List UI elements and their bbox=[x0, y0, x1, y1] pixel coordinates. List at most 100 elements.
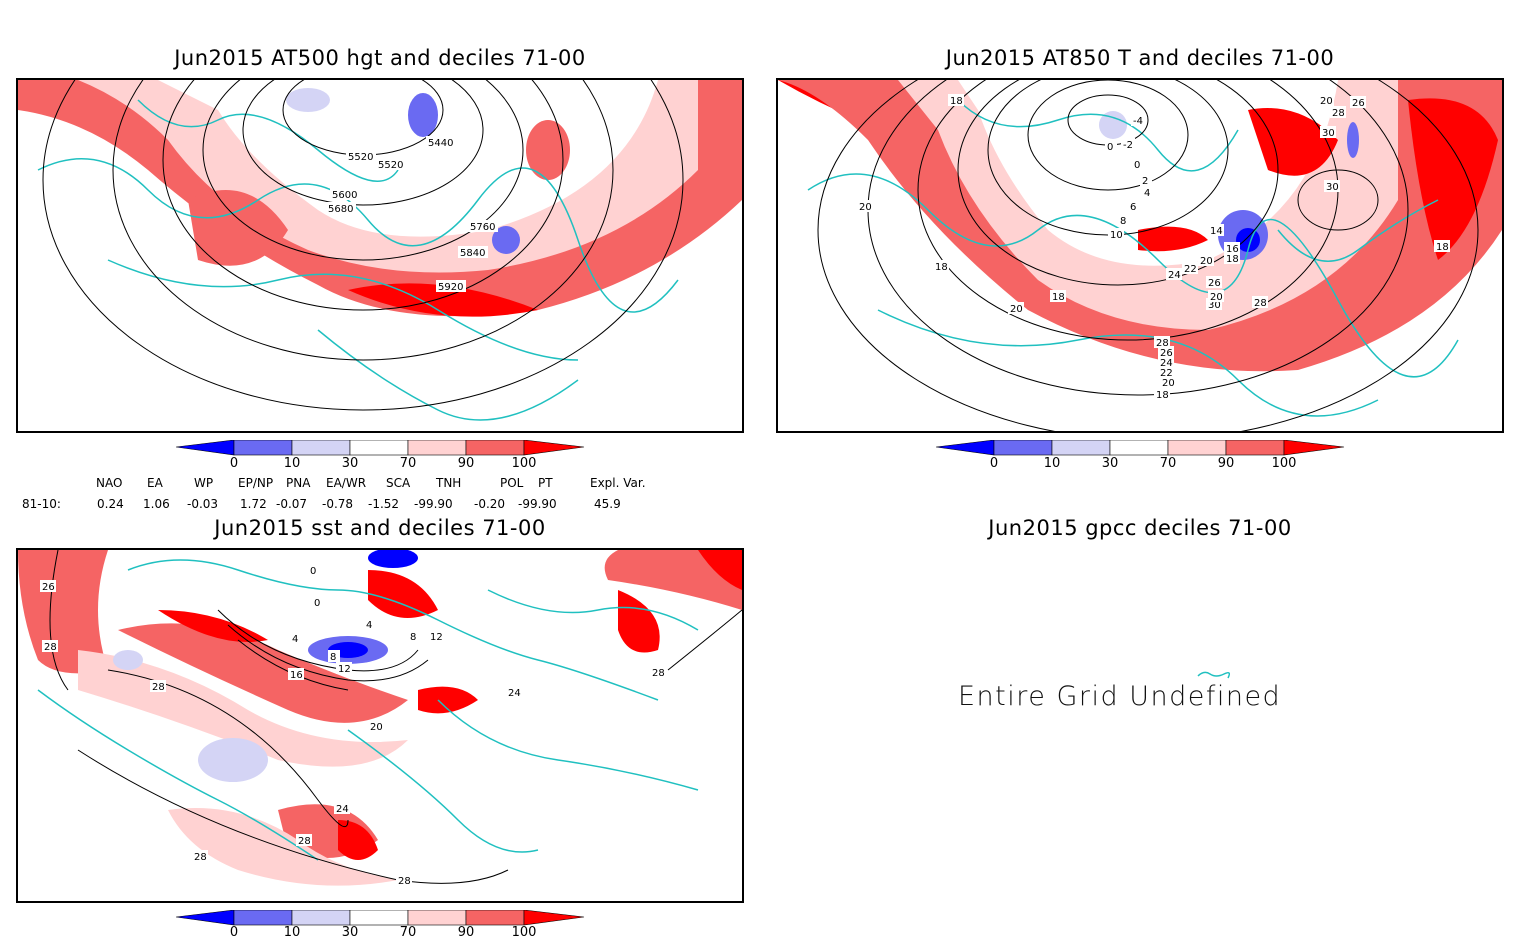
index-header: POL bbox=[500, 476, 524, 490]
contour-label: 26 bbox=[1352, 98, 1365, 109]
index-value: -99.90 bbox=[414, 497, 453, 511]
contour-label: 24 bbox=[336, 804, 349, 815]
contour-label: 28 bbox=[298, 836, 311, 847]
contour-label: 20 bbox=[859, 202, 872, 213]
contour-label: 0 bbox=[314, 598, 320, 609]
contour-label: 22 bbox=[1184, 264, 1197, 275]
index-header: Expl. Var. bbox=[590, 476, 646, 490]
index-header: EA/WR bbox=[326, 476, 367, 490]
contour-label: 20 bbox=[1010, 304, 1023, 315]
contour-label: 28 bbox=[152, 682, 165, 693]
contour-label: 5760 bbox=[470, 222, 495, 233]
contour-label: 22 bbox=[1160, 368, 1173, 379]
panel-title-t850: Jun2015 AT850 T and deciles 71-00 bbox=[945, 46, 1335, 70]
colorbar-hgt: 0 10 30 70 90 100 bbox=[175, 439, 586, 474]
contour-label: 18 bbox=[1436, 242, 1449, 253]
contour-label: 20 bbox=[1210, 292, 1223, 303]
contour-label: 28 bbox=[1254, 298, 1267, 309]
contour-label: 24 bbox=[508, 688, 521, 699]
index-row-label: 81-10: bbox=[22, 497, 61, 511]
index-value: 1.72 bbox=[240, 497, 267, 511]
contour-label: 18 bbox=[1226, 254, 1239, 265]
colorbar-label: 30 bbox=[1101, 456, 1119, 471]
map-sst: 28 28 0 0 4 4 8 8 12 12 16 20 24 24 28 2… bbox=[18, 550, 742, 887]
colorbar-label: 90 bbox=[457, 925, 475, 940]
contour-label: 12 bbox=[338, 664, 351, 675]
contour-label: 26 bbox=[1160, 348, 1173, 359]
contour-label: 26 bbox=[42, 582, 55, 593]
index-header: PT bbox=[538, 476, 553, 490]
contour-label: 18 bbox=[1156, 390, 1169, 401]
contour-label: 4 bbox=[292, 634, 298, 645]
colorbar-label: 10 bbox=[283, 925, 301, 940]
index-value: -0.78 bbox=[322, 497, 354, 511]
colorbar-label: 10 bbox=[1043, 456, 1061, 471]
contour-label: 0 bbox=[310, 566, 316, 577]
contour-label: 14 bbox=[1210, 226, 1223, 237]
coastlines-hgt bbox=[37, 99, 679, 421]
colorbar-sst: 0 10 30 70 90 100 bbox=[175, 909, 586, 940]
map-panel-t850: 20 18 -4 0 -2 0 2 4 6 8 10 14 16 18 20 2… bbox=[776, 78, 1504, 433]
index-value: -1.52 bbox=[368, 497, 400, 511]
map-hgt: 5440 5520 5520 5600 5680 5760 5840 5920 bbox=[18, 80, 742, 421]
colorbar-label: 0 bbox=[229, 925, 239, 940]
contour-label: 5440 bbox=[428, 138, 453, 149]
contour-label: 20 bbox=[1200, 256, 1213, 267]
colorbar-label: 70 bbox=[1159, 456, 1177, 471]
panel-title-sst: Jun2015 sst and deciles 71-00 bbox=[214, 516, 546, 540]
contour-label: 4 bbox=[1144, 188, 1150, 199]
colorbar-t850: 0 10 30 70 90 100 bbox=[935, 439, 1346, 474]
contour-label: 26 bbox=[1208, 278, 1221, 289]
contour-label: 28 bbox=[44, 642, 57, 653]
index-header: NAO bbox=[96, 476, 123, 490]
contour-label: 24 bbox=[1160, 358, 1173, 369]
contour-label: 5600 bbox=[332, 190, 357, 201]
colorbar-label: 0 bbox=[989, 456, 999, 471]
contour-label: 18 bbox=[935, 262, 948, 273]
index-header: SCA bbox=[386, 476, 411, 490]
colorbar-swatches bbox=[935, 439, 1345, 456]
map-panel-sst: 28 28 0 0 4 4 8 8 12 12 16 20 24 24 28 2… bbox=[16, 548, 744, 903]
contour-label: 28 bbox=[1156, 338, 1169, 349]
contour-label: 12 bbox=[430, 632, 443, 643]
contour-label: 8 bbox=[1120, 216, 1126, 227]
colorbar-label: 0 bbox=[229, 456, 239, 471]
contour-label: 20 bbox=[1162, 378, 1175, 389]
colorbar-swatches bbox=[175, 439, 585, 456]
panel-title-gpcc: Jun2015 gpcc deciles 71-00 bbox=[988, 516, 1292, 540]
contour-label: 20 bbox=[1320, 96, 1333, 107]
contour-label: 4 bbox=[366, 620, 372, 631]
contour-label: 28 bbox=[652, 668, 665, 679]
colorbar-label: 30 bbox=[341, 925, 359, 940]
contour-label: -2 bbox=[1123, 140, 1133, 151]
colorbar-label: 100 bbox=[511, 456, 537, 471]
contour-label: 0 bbox=[1134, 160, 1140, 171]
panel-title-hgt: Jun2015 AT500 hgt and deciles 71-00 bbox=[174, 46, 586, 70]
contour-label: 18 bbox=[950, 96, 963, 107]
index-value: -0.07 bbox=[276, 497, 308, 511]
contour-label: 28 bbox=[194, 852, 207, 863]
colorbar-label: 10 bbox=[283, 456, 301, 471]
index-header: EA bbox=[147, 476, 163, 490]
colorbar-label: 30 bbox=[341, 456, 359, 471]
index-value: -0.20 bbox=[474, 497, 506, 511]
contour-label: 20 bbox=[370, 722, 383, 733]
contour-label: -4 bbox=[1133, 116, 1143, 127]
colorbar-label: 100 bbox=[511, 925, 537, 940]
contour-label: 6 bbox=[1130, 202, 1136, 213]
contour-label: 18 bbox=[1052, 292, 1065, 303]
index-value: 1.06 bbox=[143, 497, 170, 511]
colorbar-label: 100 bbox=[1271, 456, 1297, 471]
contour-label: 5520 bbox=[378, 160, 403, 171]
contour-label: 16 bbox=[1226, 244, 1239, 255]
colorbar-swatches bbox=[175, 909, 585, 926]
contour-label: 5840 bbox=[460, 248, 485, 259]
index-header: PNA bbox=[286, 476, 311, 490]
coastlines-sst bbox=[37, 559, 699, 861]
map-t850: 20 18 -4 0 -2 0 2 4 6 8 10 14 16 18 20 2… bbox=[778, 80, 1502, 431]
contour-label: 5520 bbox=[348, 152, 373, 163]
undefined-grid-message: Entire Grid Undefined bbox=[958, 681, 1282, 712]
index-value: -0.03 bbox=[187, 497, 219, 511]
contour-label: 0 bbox=[1107, 142, 1113, 153]
index-header: WP bbox=[194, 476, 214, 490]
